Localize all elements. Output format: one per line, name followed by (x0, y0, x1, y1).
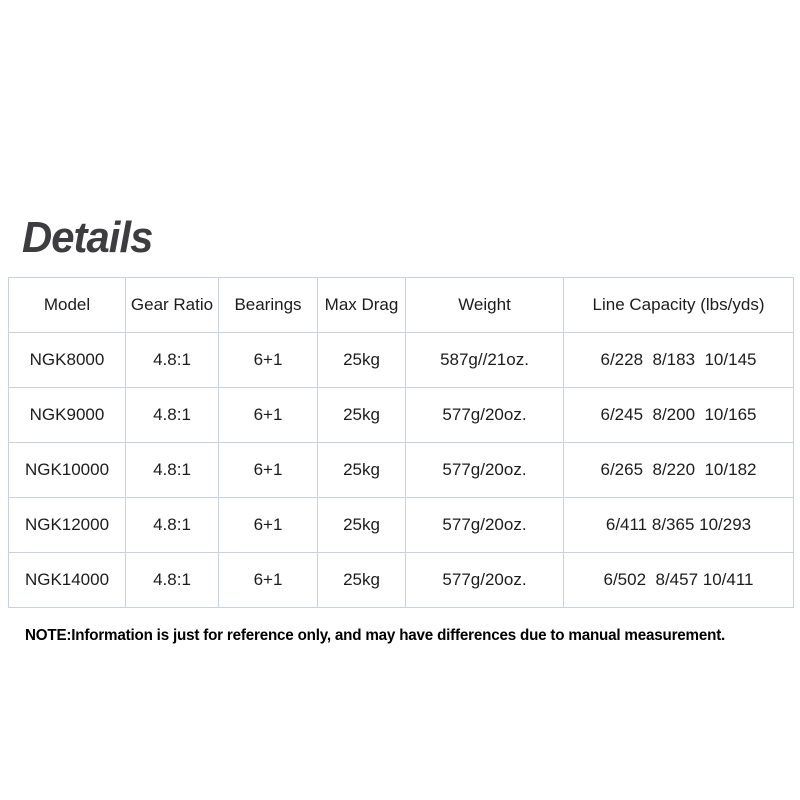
table-row: NGK12000 4.8:1 6+1 25kg 577g/20oz. 6/411 8/36… (8, 497, 794, 553)
table-cell: NGK12000 (8, 497, 126, 553)
column-header: Max Drag (317, 277, 406, 333)
table-cell: NGK10000 (8, 442, 126, 498)
table-row: NGK9000 4.8:1 6+1 25kg 577g/20oz. 6/245 8/200… (8, 387, 794, 443)
spec-table: Model Gear Ratio Bearings Max Drag Weight Lin… (8, 277, 794, 608)
table-cell: 4.8:1 (125, 442, 219, 498)
table-cell: NGK9000 (8, 387, 126, 443)
table-cell: 25kg (317, 332, 406, 388)
table-cell: 6+1 (218, 332, 318, 388)
table-cell: 25kg (317, 497, 406, 553)
column-header: Gear Ratio (125, 277, 219, 333)
table-cell: NGK8000 (8, 332, 126, 388)
table-cell: 25kg (317, 442, 406, 498)
table-cell: 6/502 8/457 10/411 (563, 552, 794, 608)
table-cell: NGK14000 (8, 552, 126, 608)
page-title: Details (22, 213, 153, 262)
spec-table-header: Model Gear Ratio Bearings Max Drag Weight Lin… (8, 277, 794, 333)
table-cell: 4.8:1 (125, 497, 219, 553)
column-header: Bearings (218, 277, 318, 333)
table-cell: 6+1 (218, 497, 318, 553)
table-cell: 587g//21oz. (405, 332, 564, 388)
table-cell: 25kg (317, 552, 406, 608)
table-cell: 6+1 (218, 387, 318, 443)
table-cell: 577g/20oz. (405, 497, 564, 553)
table-cell: 577g/20oz. (405, 552, 564, 608)
table-row: NGK8000 4.8:1 6+1 25kg 587g//21oz. 6/228 8/18… (8, 332, 794, 388)
table-row: NGK14000 4.8:1 6+1 25kg 577g/20oz. 6/502 8/45… (8, 552, 794, 608)
note-text: NOTE:Information is just for reference o… (25, 627, 726, 644)
spec-table-body: NGK8000 4.8:1 6+1 25kg 587g//21oz. 6/228 8/18… (8, 332, 794, 608)
table-cell: 577g/20oz. (405, 442, 564, 498)
table-cell: 577g/20oz. (405, 387, 564, 443)
table-cell: 6+1 (218, 442, 318, 498)
header-row: Model Gear Ratio Bearings Max Drag Weight Lin… (8, 277, 794, 333)
table-cell: 4.8:1 (125, 552, 219, 608)
table-cell: 6/265 8/220 10/182 (563, 442, 794, 498)
table-cell: 4.8:1 (125, 332, 219, 388)
table-cell: 25kg (317, 387, 406, 443)
table-cell: 4.8:1 (125, 387, 219, 443)
column-header: Weight (405, 277, 564, 333)
table-row: NGK10000 4.8:1 6+1 25kg 577g/20oz. 6/265 8/22… (8, 442, 794, 498)
column-header: Model (8, 277, 126, 333)
table-cell: 6/228 8/183 10/145 (563, 332, 794, 388)
column-header: Line Capacity (lbs/yds) (563, 277, 794, 333)
table-cell: 6/245 8/200 10/165 (563, 387, 794, 443)
table-cell: 6/411 8/365 10/293 (563, 497, 794, 553)
table-cell: 6+1 (218, 552, 318, 608)
